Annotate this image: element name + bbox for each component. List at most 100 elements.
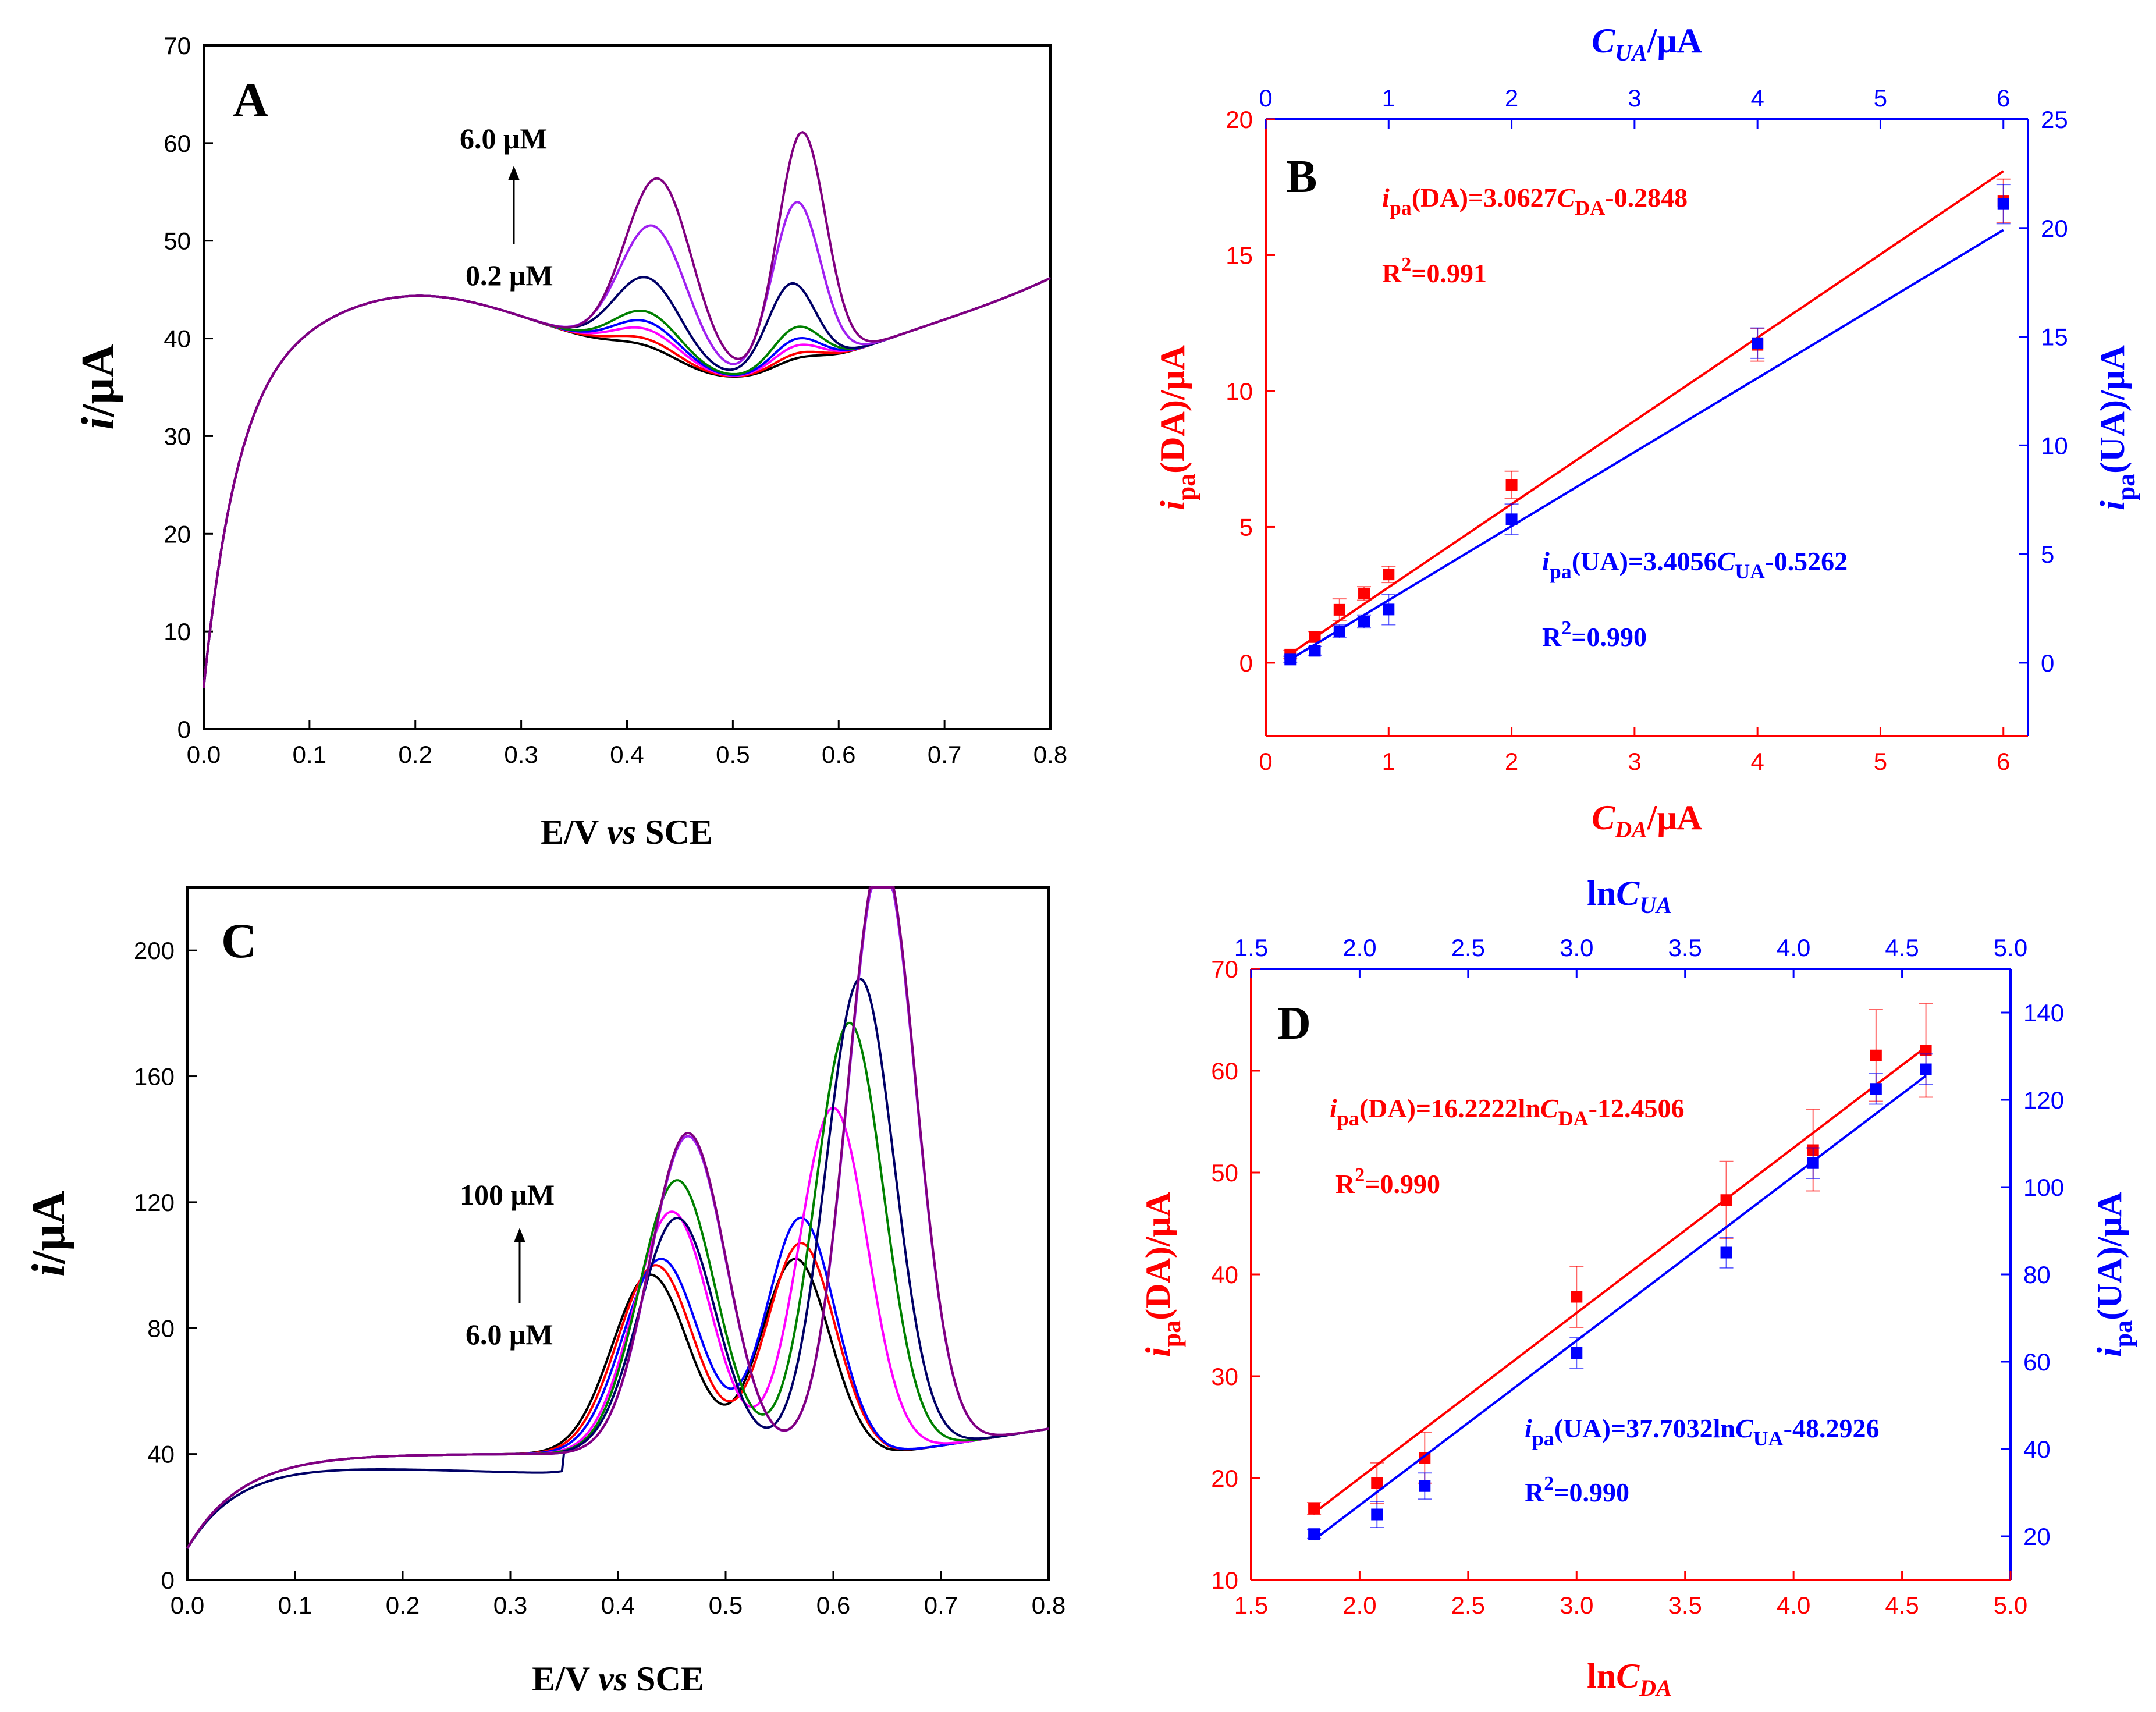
panelA-curve-5 bbox=[203, 276, 1051, 688]
panelD-y2-tick-label: 40 bbox=[2023, 1436, 2051, 1463]
panelB-y2-tick-label: 0 bbox=[2041, 649, 2054, 677]
panel-d-letter: D bbox=[1277, 998, 1311, 1049]
panelB-fit-line-ua bbox=[1290, 229, 2004, 660]
panelD-x-tick-label: 5.0 bbox=[1994, 1592, 2027, 1619]
panelB-point-ua bbox=[1358, 615, 1370, 627]
panelB-x-tick-label: 6 bbox=[1997, 748, 2010, 775]
panelC-x-tick-label: 0.6 bbox=[816, 1592, 850, 1619]
panelC-x-tick-label: 0.7 bbox=[924, 1592, 958, 1619]
panelD-y2-tick-label: 100 bbox=[2023, 1174, 2064, 1201]
panel-a-y-ticks: 0 10 20 30 40 50 60 70 bbox=[164, 32, 213, 743]
panelD-x2-tick-label: 4.5 bbox=[1885, 934, 1919, 961]
panelB-x2-tick-label: 2 bbox=[1505, 84, 1518, 112]
panelB-point-ua bbox=[1505, 513, 1518, 525]
panelD-x2-tick-label: 1.5 bbox=[1234, 934, 1268, 961]
panel-a-letter: A bbox=[233, 73, 268, 127]
panelD-point-ua bbox=[1807, 1157, 1819, 1169]
panelA-curve-4 bbox=[203, 277, 1051, 688]
panel-b-y-label: ipa(DA)/μA bbox=[1153, 345, 1200, 510]
panel-a-curves bbox=[203, 130, 1051, 688]
panel-d-equation-blue: ipa(UA)=37.7032lnCUA-48.2926 bbox=[1525, 1413, 1879, 1450]
panel-b-y2-label: ipa(UA)/μA bbox=[2093, 345, 2140, 510]
panelC-x-tick-label: 0.8 bbox=[1032, 1592, 1065, 1619]
panelD-point-da bbox=[1920, 1045, 1932, 1056]
panel-b-letter: B bbox=[1286, 151, 1317, 203]
panelB-y2-tick-label: 20 bbox=[2041, 215, 2068, 242]
panel-c-annotation-top: 100 μM bbox=[460, 1178, 555, 1211]
panel-c: 0.0 0.1 0.2 0.3 0.4 0.5 0.6 0.7 0.8 0 40 80 120 160 2… bbox=[23, 886, 1065, 1698]
panelB-x-tick-label: 3 bbox=[1628, 748, 1641, 775]
panelD-x-tick-label: 2.0 bbox=[1342, 1592, 1376, 1619]
panelA-x-tick-label: 0.2 bbox=[399, 741, 432, 768]
panel-b-x2-label: CUA/μA bbox=[1592, 22, 1702, 66]
panelA-y-tick-label: 50 bbox=[164, 228, 191, 255]
panelC-curve-5 bbox=[186, 978, 1049, 1549]
panelD-x2-tick-label: 2.0 bbox=[1342, 934, 1376, 961]
panelD-x-tick-label: 4.5 bbox=[1885, 1592, 1919, 1619]
panel-b-r2-red: R2=0.991 bbox=[1382, 254, 1487, 288]
panelB-x-tick-label: 1 bbox=[1382, 748, 1395, 775]
panelA-y-tick-label: 10 bbox=[164, 618, 191, 645]
panel-a-arrowhead bbox=[508, 166, 520, 180]
panelC-y-tick-label: 200 bbox=[134, 937, 175, 964]
panelA-y-tick-label: 70 bbox=[164, 32, 191, 59]
panelD-x2-tick-label: 2.5 bbox=[1451, 934, 1485, 961]
panelB-x-tick-label: 5 bbox=[1874, 748, 1887, 775]
panelC-y-tick-label: 40 bbox=[147, 1441, 175, 1468]
panelD-point-ua bbox=[1419, 1480, 1431, 1492]
panel-b-y-ticks: 0 5 10 15 20 bbox=[1226, 106, 1275, 677]
panelB-y2-tick-label: 5 bbox=[2041, 541, 2054, 568]
panel-d-y-label: ipa(DA)/μA bbox=[1139, 1192, 1186, 1357]
panelD-y2-tick-label: 120 bbox=[2023, 1086, 2064, 1114]
panel-c-annotation-bottom: 6.0 μM bbox=[466, 1318, 553, 1351]
panelD-x2-tick-label: 3.5 bbox=[1668, 934, 1702, 961]
panelC-curve-0 bbox=[186, 1258, 1049, 1549]
panel-b-x2-ticks: 0 1 2 3 4 5 6 bbox=[1259, 84, 2010, 129]
panel-c-arrowhead bbox=[514, 1228, 525, 1242]
panel-d-equation-red: ipa(DA)=16.2222lnCDA-12.4506 bbox=[1330, 1093, 1684, 1130]
panel-b-y2-ticks: 0 5 10 15 20 25 bbox=[2019, 106, 2068, 677]
panelC-curve-4 bbox=[186, 1021, 1049, 1549]
panelA-curve-2 bbox=[203, 277, 1051, 688]
panelA-x-tick-label: 0.4 bbox=[610, 741, 644, 768]
panelD-x-tick-label: 4.0 bbox=[1777, 1592, 1810, 1619]
panelD-point-da bbox=[1571, 1291, 1583, 1303]
panelB-x-tick-label: 0 bbox=[1259, 748, 1272, 775]
panelD-point-ua bbox=[1720, 1246, 1732, 1259]
panelD-x-tick-label: 2.5 bbox=[1451, 1592, 1485, 1619]
panelD-point-da bbox=[1720, 1194, 1732, 1206]
panel-a-frame bbox=[203, 44, 1052, 730]
panel-b-r2-blue: R2=0.990 bbox=[1542, 617, 1647, 652]
panelB-point-ua bbox=[1284, 653, 1297, 666]
panel-b-marks bbox=[1283, 170, 2011, 666]
panelA-curve-6 bbox=[203, 201, 1051, 688]
panelD-y2-tick-label: 20 bbox=[2023, 1523, 2051, 1550]
panel-a: 0.0 0.1 0.2 0.3 0.4 0.5 0.6 0.7 0.8 0 10 20 30 40 50 6… bbox=[73, 32, 1067, 851]
panel-d-x2-label: lnCUA bbox=[1587, 874, 1672, 918]
panelA-y-tick-label: 60 bbox=[164, 130, 191, 157]
panel-c-y-ticks: 0 40 80 120 160 200 bbox=[134, 937, 197, 1594]
panel-d-x-ticks: 1.5 2.0 2.5 3.0 3.5 4.0 4.5 5.0 bbox=[1234, 1571, 2027, 1619]
panelB-x2-tick-label: 4 bbox=[1750, 84, 1764, 112]
panelB-x2-tick-label: 3 bbox=[1628, 84, 1641, 112]
panelB-point-ua bbox=[1333, 625, 1345, 637]
panelA-curve-0 bbox=[203, 277, 1051, 688]
panelB-fit-line-da bbox=[1290, 170, 2004, 655]
panel-d-y2-ticks: 20 40 60 80 100 120 140 bbox=[2001, 999, 2064, 1550]
panel-c-x-ticks: 0.0 0.1 0.2 0.3 0.4 0.5 0.6 0.7 0.8 bbox=[171, 1571, 1065, 1619]
panelC-x-tick-label: 0.2 bbox=[386, 1592, 420, 1619]
panelA-x-tick-label: 0.8 bbox=[1033, 741, 1067, 768]
panelC-x-tick-label: 0.0 bbox=[171, 1592, 204, 1619]
panelD-x2-tick-label: 4.0 bbox=[1777, 934, 1810, 961]
panelB-y-tick-label: 20 bbox=[1226, 106, 1253, 133]
panel-a-x-ticks: 0.0 0.1 0.2 0.3 0.4 0.5 0.6 0.7 0.8 bbox=[187, 720, 1067, 768]
panelD-point-ua bbox=[1308, 1528, 1320, 1540]
panelB-y-tick-label: 10 bbox=[1226, 378, 1253, 405]
panelB-y2-tick-label: 10 bbox=[2041, 432, 2068, 459]
panel-b: 0 1 2 3 4 5 6 0 1 2 3 4 5 6 0 5 10 15 20 0 5 10 15 20 25 B ip… bbox=[1153, 22, 2140, 843]
panelB-point-da bbox=[1333, 603, 1345, 616]
panelD-point-ua bbox=[1571, 1347, 1583, 1359]
panelA-curve-3 bbox=[203, 277, 1051, 688]
panelB-point-ua bbox=[1752, 337, 1764, 349]
